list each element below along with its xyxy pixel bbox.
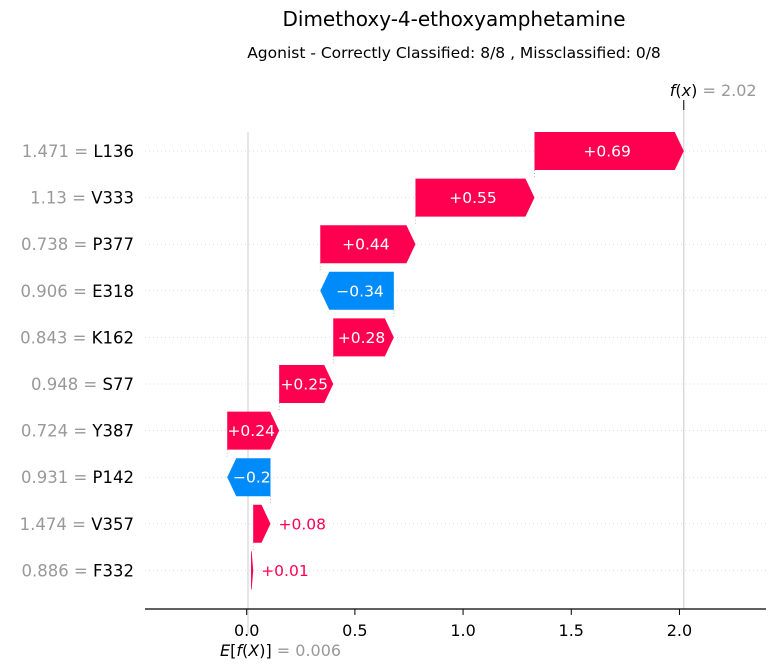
bar-F332 <box>251 551 254 590</box>
feature-label-V357: 1.474 = V357 <box>20 515 134 534</box>
feature-name: K162 <box>92 328 134 347</box>
feature-label-E318: 0.906 = E318 <box>21 282 134 301</box>
bar-K162 <box>333 318 394 357</box>
bars: +0.69 +0.55 +0.44 −0.34 +0.28 +0.25 +0.24 −0.2 +… <box>227 132 684 590</box>
feature-value: 1.13 = <box>30 189 91 208</box>
x-tick-label: 1.5 <box>559 621 584 640</box>
feature-label-K162: 0.843 = K162 <box>20 328 134 347</box>
feature-name: V333 <box>91 189 134 208</box>
bar-value-label-V357: +0.08 <box>278 515 326 533</box>
x-tick-label: 0.0 <box>234 621 259 640</box>
x-axis: 0.0 0.5 1.0 1.5 2.0 <box>145 608 766 640</box>
expected-value: = 0.006 <box>277 641 341 660</box>
feature-name: P377 <box>93 235 134 254</box>
bar-value-label-E318: −0.34 <box>336 282 384 300</box>
bar-Y387 <box>227 411 280 450</box>
bar-value-label-Y387: +0.24 <box>227 422 275 440</box>
feature-value: 1.471 = <box>22 142 94 161</box>
feature-value: 0.738 = <box>21 235 93 254</box>
feature-value: 0.724 = <box>21 422 93 441</box>
feature-value: 0.948 = <box>31 375 103 394</box>
expected-value-label: E[f(X)] = 0.006 <box>220 641 341 660</box>
bar-P142 <box>227 458 271 497</box>
feature-name: V357 <box>91 515 134 534</box>
bar-value-label-V333: +0.55 <box>449 189 497 207</box>
bar-value-label-P377: +0.44 <box>342 236 390 254</box>
feature-name: S77 <box>103 375 134 394</box>
feature-name: E318 <box>92 282 134 301</box>
feature-name: P142 <box>93 468 134 487</box>
expected-value-annotation: E[f(X)] = 0.006 <box>220 641 341 660</box>
feature-label-Y387: 0.724 = Y387 <box>21 422 134 441</box>
fx-label: f(x) = 2.02 <box>670 81 757 100</box>
bar-S77 <box>279 365 334 403</box>
bar-value-label-S77: +0.25 <box>280 376 328 394</box>
x-tick-label: 0.5 <box>342 621 367 640</box>
feature-value: 0.843 = <box>20 328 92 347</box>
feature-label-P142: 0.931 = P142 <box>21 468 134 487</box>
bar-value-label-F332: +0.01 <box>261 562 309 580</box>
bar-value-label-K162: +0.28 <box>338 329 386 347</box>
bar-P377 <box>320 225 416 264</box>
bar-V357 <box>253 504 271 543</box>
feature-label-L136: 1.471 = L136 <box>22 142 134 161</box>
fx-annotation: f(x) = 2.02 <box>670 81 757 110</box>
bar-value-label-P142: −0.2 <box>233 469 271 487</box>
chart-subtitle: Agonist - Correctly Classified: 8/8 , Mi… <box>247 44 661 62</box>
feature-value: 1.474 = <box>20 515 92 534</box>
feature-value: 0.931 = <box>21 468 93 487</box>
feature-value: 0.906 = <box>21 282 93 301</box>
feature-name: Y387 <box>91 422 134 441</box>
feature-label-P377: 0.738 = P377 <box>21 235 134 254</box>
x-tick-label: 1.0 <box>450 621 475 640</box>
fx-value: = 2.02 <box>702 81 756 100</box>
bar-V333 <box>415 178 535 217</box>
bar-L136 <box>534 132 684 170</box>
feature-label-F332: 0.886 = F332 <box>21 561 134 580</box>
feature-label-S77: 0.948 = S77 <box>31 375 134 394</box>
feature-value: 0.886 = <box>21 561 93 580</box>
x-tick-label: 2.0 <box>667 621 692 640</box>
feature-label-V333: 1.13 = V333 <box>30 189 134 208</box>
chart-title: Dimethoxy-4-ethoxyamphetamine <box>282 7 625 31</box>
feature-name: L136 <box>93 142 134 161</box>
feature-name: F332 <box>93 561 134 580</box>
feature-labels: 1.471 = L136 1.13 = V333 0.738 = P377 0.906… <box>20 142 134 580</box>
bar-value-label-L136: +0.69 <box>583 143 631 161</box>
bar-E318 <box>320 271 394 310</box>
value-guides <box>226 103 685 634</box>
